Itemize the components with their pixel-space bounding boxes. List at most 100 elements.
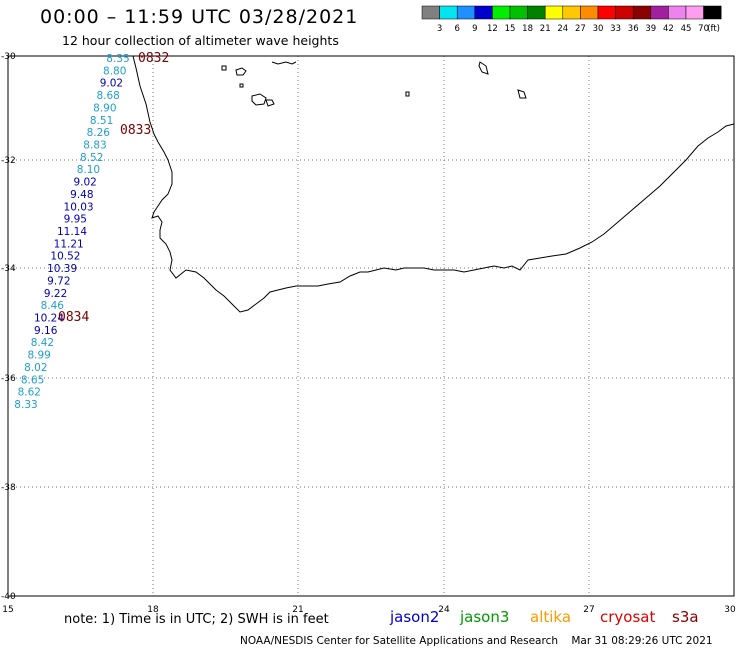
- satellite-s3a: s3a: [672, 608, 699, 626]
- swh-point: 8.10: [77, 164, 100, 176]
- colorbar-label: 3: [437, 24, 442, 34]
- y-tick-label: -36: [1, 374, 16, 384]
- satellite-jason2: jason2: [390, 608, 440, 626]
- colorbar-unit: (ft): [707, 24, 720, 34]
- colorbar-swatch: [650, 5, 669, 20]
- swh-point: 10.03: [64, 201, 94, 213]
- colorbar-label: 24: [557, 24, 568, 34]
- colorbar-swatch: [685, 5, 704, 20]
- y-tick-label: -38: [1, 483, 16, 493]
- island-f: [478, 61, 489, 75]
- time-labels: 0832 0833 0834: [58, 51, 169, 325]
- colorbar: 3 6 9 12 15 18 21 24 27 30 33 36 39 42 45 70(ft): [421, 5, 722, 34]
- footer-credit: NOAA/NESDIS Center for Satellite Applica…: [240, 635, 713, 647]
- swh-point: 10.24: [34, 313, 64, 325]
- y-tick-label: -32: [1, 156, 16, 166]
- swh-point: 8.26: [87, 127, 111, 139]
- colorbar-label: 15: [505, 24, 516, 34]
- grid: [8, 56, 734, 596]
- x-tick-label: 24: [438, 605, 450, 615]
- footer-note: note: 1) Time is in UTC; 2) SWH is in fe…: [64, 612, 329, 627]
- colorbar-swatch: [632, 5, 652, 20]
- x-tick-label: 30: [724, 605, 736, 615]
- swh-point: 10.52: [50, 251, 80, 263]
- swh-point: 8.52: [80, 152, 103, 164]
- y-tick-label: -40: [1, 592, 16, 602]
- swh-point: 8.99: [27, 350, 50, 362]
- swh-point: 11.21: [54, 238, 84, 250]
- swh-point: 8.46: [41, 300, 65, 312]
- swh-point: 9.72: [47, 275, 70, 287]
- swh-point: 9.02: [100, 78, 123, 90]
- colorbar-swatch: [703, 5, 722, 20]
- island-d: [265, 99, 275, 107]
- colorbar-swatch: [615, 5, 634, 20]
- axis-labels: 15 18 21 24 27 30 -30 -32 -34 -36 -38 -40: [1, 52, 736, 615]
- time-label: 0833: [120, 123, 151, 138]
- colorbar-swatch: [509, 5, 528, 20]
- island-e: [271, 61, 297, 65]
- satellite-cryosat: cryosat: [600, 608, 656, 626]
- colorbar-label: 18: [522, 24, 533, 34]
- swh-point: 9.02: [73, 177, 96, 189]
- swh-point: 8.80: [103, 65, 126, 77]
- page-title: 00:00 – 11:59 UTC 03/28/2021: [40, 6, 359, 28]
- island-c: [251, 93, 267, 106]
- map-frame: [7, 55, 735, 597]
- colorbar-label: 42: [663, 24, 674, 34]
- colorbar-label: 36: [628, 24, 639, 34]
- swh-point: 8.62: [18, 387, 41, 399]
- island-h: [405, 91, 410, 97]
- colorbar-label: 33: [610, 24, 621, 34]
- y-tick-label: -30: [1, 52, 16, 62]
- colorbar-swatch: [562, 5, 581, 20]
- x-tick-label: 18: [147, 605, 159, 615]
- island-g: [517, 89, 527, 99]
- island-i: [239, 83, 244, 88]
- colorbar-label: 45: [681, 24, 692, 34]
- colorbar-label: 21: [540, 24, 551, 34]
- colorbar-label: 39: [645, 24, 656, 34]
- swh-point: 8.68: [96, 90, 119, 102]
- satellite-jason3: jason3: [460, 608, 510, 626]
- colorbar-swatch: [544, 5, 564, 20]
- swh-point: 9.16: [34, 325, 58, 337]
- swh-point: 9.48: [70, 189, 93, 201]
- swh-point: 8.35: [106, 53, 129, 65]
- swh-point: 8.02: [24, 362, 47, 374]
- swh-point: 8.65: [21, 374, 44, 386]
- colorbar-swatch: [421, 5, 440, 20]
- x-tick-label: 15: [2, 605, 13, 615]
- time-label: 0834: [58, 310, 89, 325]
- swh-point: 9.95: [64, 214, 87, 226]
- time-label: 0832: [138, 51, 169, 66]
- colorbar-swatch: [456, 5, 476, 20]
- colorbar-label: 9: [472, 24, 477, 34]
- colorbar-swatch: [527, 5, 546, 20]
- colorbar-swatch: [492, 5, 511, 20]
- swh-point: 8.90: [93, 102, 116, 114]
- colorbar-swatch: [597, 5, 616, 20]
- x-tick-label: 27: [583, 605, 594, 615]
- colorbar-label: 27: [575, 24, 586, 34]
- swh-point: 11.14: [57, 226, 87, 238]
- coastline: [132, 55, 735, 313]
- colorbar-label: 70: [698, 24, 709, 34]
- colorbar-swatch: [580, 5, 599, 20]
- y-tick-label: -34: [1, 264, 16, 274]
- swh-point: 8.83: [83, 140, 106, 152]
- satellite-altika: altika: [530, 608, 572, 626]
- colorbar-swatch: [474, 5, 493, 20]
- swh-point: 8.33: [14, 399, 37, 411]
- x-tick-label: 21: [292, 605, 303, 615]
- colorbar-swatch: [439, 5, 458, 20]
- swh-point: 8.51: [90, 115, 113, 127]
- swh-point: 8.42: [31, 337, 54, 349]
- colorbar-label: 30: [593, 24, 604, 34]
- island-b: [235, 67, 247, 76]
- island-a: [221, 65, 227, 71]
- colorbar-label: 12: [487, 24, 498, 34]
- colorbar-label: 6: [454, 24, 459, 34]
- swh-point: 10.39: [47, 263, 77, 275]
